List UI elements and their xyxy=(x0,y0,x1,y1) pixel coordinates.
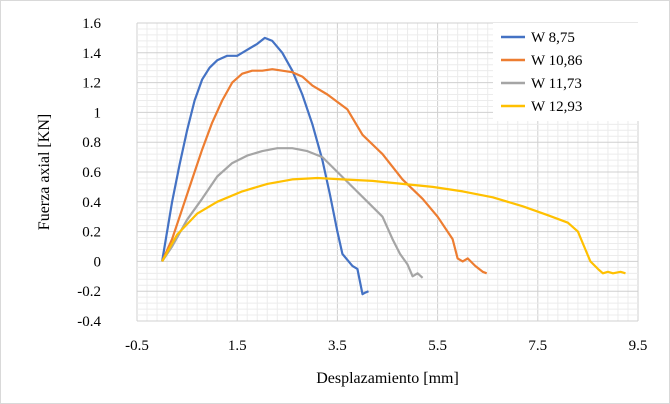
y-tick-label: 1 xyxy=(94,105,102,121)
legend-label: W 11,73 xyxy=(531,76,582,92)
x-tick-label: -0.5 xyxy=(125,338,149,354)
x-axis-title: Desplazamiento [mm] xyxy=(316,370,459,387)
series-line-4 xyxy=(161,176,626,275)
legend-box xyxy=(493,23,648,121)
x-tick-label: 7.5 xyxy=(528,338,547,354)
legend-label: W 10,86 xyxy=(531,53,583,69)
y-tick-label: 1.2 xyxy=(82,76,101,92)
series-line-1 xyxy=(161,36,369,296)
y-tick-label: 0.2 xyxy=(82,225,101,241)
x-tick-label: 9.5 xyxy=(629,338,648,354)
y-tick-label: -0.4 xyxy=(77,314,101,330)
x-tick-label: 3.5 xyxy=(328,338,347,354)
y-tick-label: 0.4 xyxy=(82,195,101,211)
series-lines xyxy=(161,36,626,296)
series-line-2 xyxy=(161,68,488,275)
legend: W 8,75 W 10,86 W 11,73 W 12,93 xyxy=(493,23,648,121)
y-tick-label: -0.2 xyxy=(77,284,101,300)
x-tick-labels: -0.5 1.5 3.5 5.5 7.5 9.5 xyxy=(125,338,647,354)
y-tick-label: 0.8 xyxy=(82,135,101,151)
y-tick-label: 0 xyxy=(94,254,102,270)
x-tick-label: 1.5 xyxy=(228,338,247,354)
y-tick-label: 1.4 xyxy=(82,46,101,62)
x-tick-label: 5.5 xyxy=(428,338,447,354)
y-axis-title: Fuerza axial [KN] xyxy=(36,114,53,230)
y-tick-label: 0.6 xyxy=(82,165,101,181)
y-tick-label: 1.6 xyxy=(82,16,101,32)
y-tick-labels: 1.6 1.4 1.2 1 0.8 0.6 0.4 0.2 0 -0.2 -0.4 xyxy=(77,16,101,330)
legend-label: W 8,75 xyxy=(531,30,575,46)
legend-label: W 12,93 xyxy=(531,99,582,115)
series-line-3 xyxy=(161,147,424,279)
